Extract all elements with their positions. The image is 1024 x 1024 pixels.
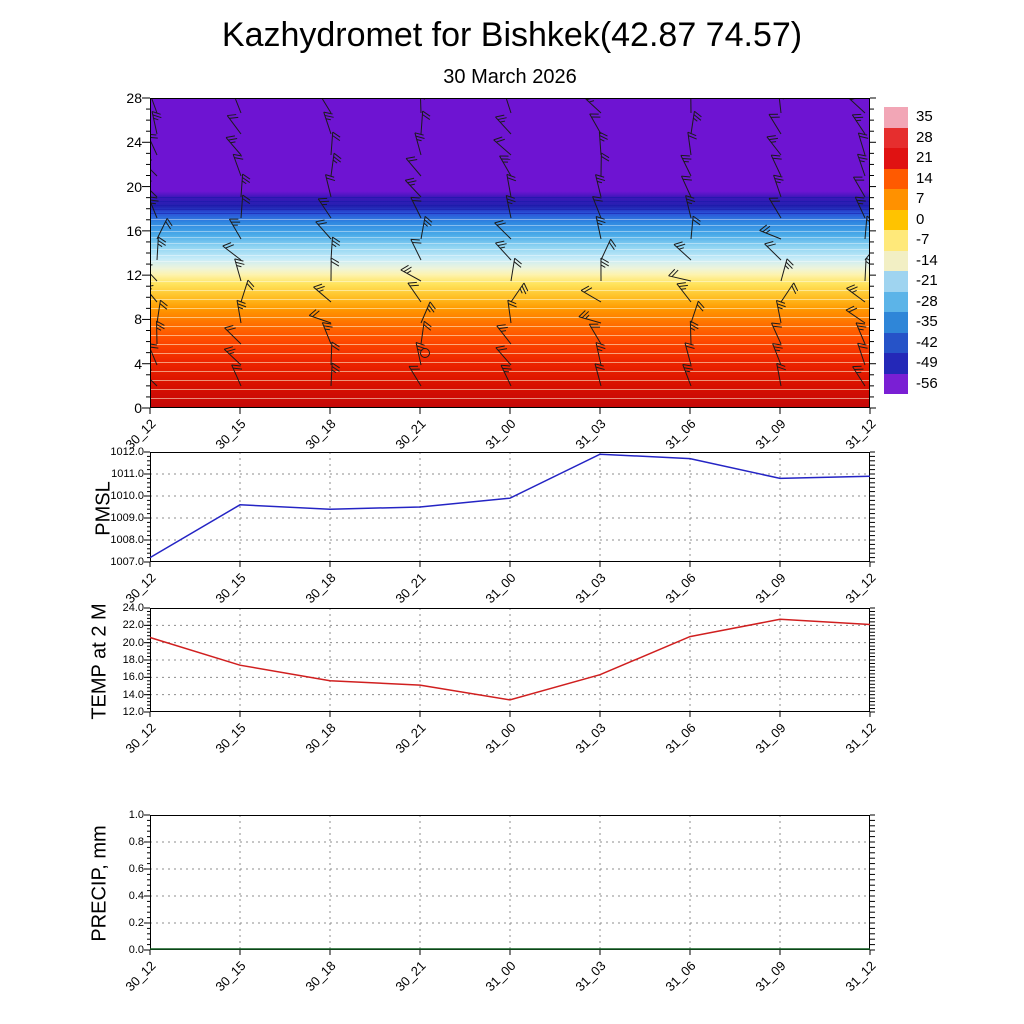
colorbar-segment: [884, 189, 908, 210]
x-tick-label: 30_15: [212, 958, 249, 995]
x-tick-label: 31_03: [572, 720, 609, 757]
xsec-ytick-label: 0: [134, 400, 142, 416]
colorbar-segment: [884, 148, 908, 169]
x-tick-label: 31_06: [662, 720, 699, 757]
x-tick-label: 31_09: [752, 958, 789, 995]
pmsl-panel-ytick-label: 1011.0: [111, 468, 144, 480]
x-tick-label: 31_09: [752, 570, 789, 607]
pmsl-panel: [144, 451, 875, 567]
temp-panel-ytick-label: 18.0: [122, 654, 144, 666]
colorbar-tick-label: 14: [916, 169, 933, 187]
colorbar-tick-label: -35: [916, 313, 938, 331]
temp-panel-ytick-label: 22.0: [122, 619, 144, 632]
chart-title: Kazhydromet for Bishkek(42.87 74.57): [221, 16, 803, 54]
pmsl-panel-ytick-label: 1009.0: [110, 512, 144, 524]
x-tick-label: 31_09: [752, 720, 789, 757]
colorbar-segment: [884, 271, 908, 292]
xsec-ytick-label: 16: [126, 222, 142, 239]
precip-panel-ytick-label: 1.0: [128, 809, 144, 821]
x-tick-label: 31_03: [572, 570, 609, 607]
colorbar-segment: [884, 209, 908, 230]
colorbar-segment: [884, 312, 908, 333]
x-tick-label: 31_00: [482, 570, 519, 607]
x-tick-label: 31_12: [842, 720, 879, 757]
xsec-ytick-label: 24: [126, 134, 142, 151]
x-tick-label: 30_18: [302, 720, 339, 757]
colorbar-tick-label: -56: [916, 374, 938, 392]
x-tick-label: 31_00: [482, 958, 519, 995]
colorbar-tick-label: 7: [916, 190, 925, 208]
temp-panel-ytick-label: 12.0: [122, 706, 144, 718]
x-tick-label: 31_00: [482, 720, 519, 757]
wind-barbs-layer: [151, 99, 869, 387]
x-tick-label: 31_06: [662, 958, 699, 995]
precip-panel-ytick-label: 0.2: [128, 917, 144, 929]
x-tick-label: 30_18: [302, 570, 339, 607]
precip-panel-ytick-label: 0.6: [128, 863, 144, 875]
x-tick-label: 31_06: [662, 570, 699, 607]
precip-panel: [144, 814, 875, 955]
calm-wind-marker: [420, 348, 430, 358]
precip-panel-ytick-label: 0.8: [128, 836, 144, 848]
x-tick-label: 31_03: [572, 958, 609, 995]
colorbar-tick-label: -14: [916, 251, 938, 269]
colorbar-tick-label: -7: [916, 231, 930, 249]
temp-panel: [144, 607, 875, 717]
colorbar-segment: [884, 107, 908, 128]
colorbar-segment: [884, 168, 908, 189]
x-tick-label: 30_21: [392, 720, 429, 757]
colorbar-segment: [884, 230, 908, 251]
precip-panel-ytick-label: 0.4: [128, 890, 144, 902]
xsec-ytick-label: 8: [134, 311, 142, 328]
xsec-ytick-label: 12: [126, 267, 142, 284]
x-tick-label: 30_15: [212, 570, 249, 607]
x-tick-label: 31_12: [842, 958, 879, 995]
temp-panel-ytick-label: 24.0: [122, 602, 144, 614]
pmsl-panel-ytick-label: 1008.0: [110, 534, 144, 546]
temp-panel-ytick-label: 14.0: [122, 688, 144, 701]
colorbar-segment: [884, 291, 908, 312]
x-tick-label: 30_18: [302, 958, 339, 995]
colorbar-tick-label: 35: [916, 108, 933, 126]
pmsl-panel-ytick-label: 1007.0: [110, 556, 144, 568]
colorbar-tick-label: -49: [916, 354, 938, 372]
x-tick-label: 31_12: [842, 570, 879, 607]
x-tick-label: 30_15: [212, 720, 249, 757]
cross-section-axes: [142, 97, 876, 414]
x-tick-label: 30_12: [122, 720, 159, 757]
temp-panel-series-line: [149, 618, 871, 701]
x-tick-label: 30_21: [392, 570, 429, 607]
colorbar-segment: [884, 373, 908, 394]
pmsl-panel-ytick-label: 1012.0: [110, 446, 144, 458]
xsec-ytick-label: 28: [126, 90, 142, 106]
colorbar: [884, 107, 908, 394]
chart-subtitle: 30 March 2026: [443, 66, 577, 88]
colorbar-tick-label: 21: [916, 149, 933, 167]
temp-panel-ytick-label: 16.0: [122, 671, 144, 684]
temp-panel-ytick-label: 20.0: [122, 636, 144, 649]
pmsl-panel-ytick-label: 1010.0: [110, 490, 144, 502]
colorbar-tick-label: -21: [916, 272, 938, 290]
colorbar-segment: [884, 250, 908, 271]
precip-panel-ytick-label: 0.0: [128, 944, 144, 956]
x-tick-label: 30_12: [122, 958, 159, 995]
xsec-ytick-label: 20: [126, 178, 142, 195]
colorbar-segment: [884, 127, 908, 148]
colorbar-tick-label: 28: [916, 128, 933, 146]
colorbar-segment: [884, 353, 908, 374]
colorbar-segment: [884, 332, 908, 353]
x-tick-label: 30_21: [392, 958, 429, 995]
colorbar-tick-label: -28: [916, 292, 938, 310]
pmsl-panel-series-line: [149, 453, 871, 559]
xsec-ytick-label: 4: [134, 355, 142, 372]
colorbar-tick-label: -42: [916, 333, 938, 351]
colorbar-tick-label: 0: [916, 210, 925, 228]
